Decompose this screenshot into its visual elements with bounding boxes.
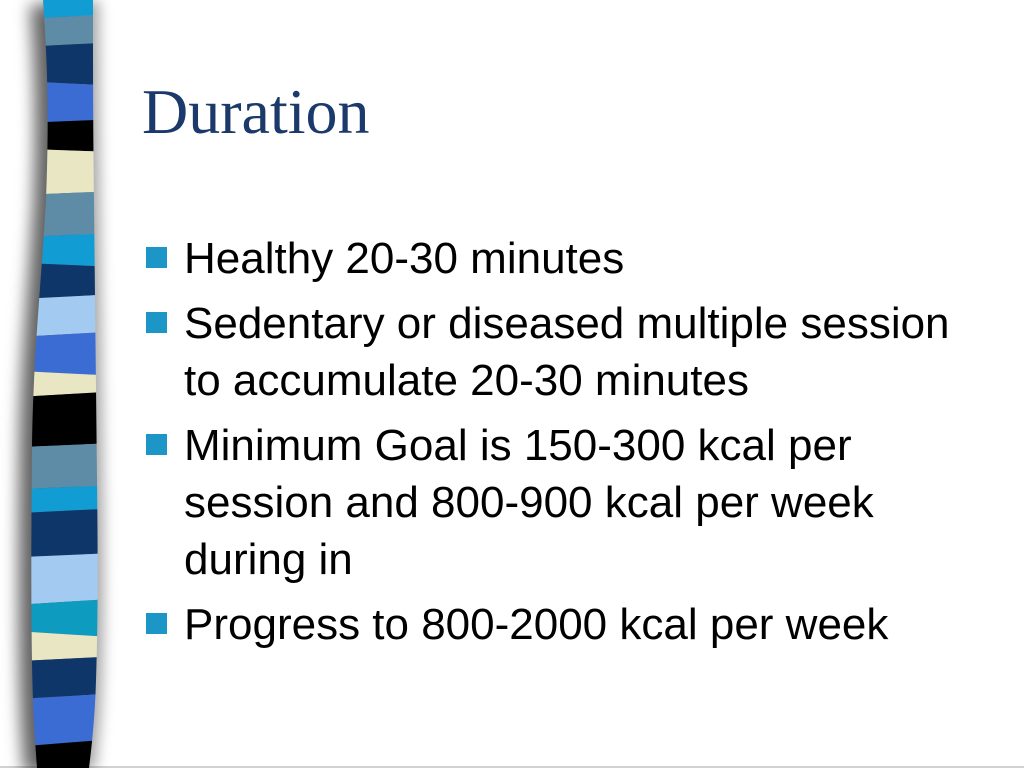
bullet-square-icon (146, 247, 167, 268)
bullet-line: during in (184, 535, 353, 584)
bullet-item: Healthy 20-30 minutes (146, 230, 1004, 287)
slide-bottom-edge (0, 766, 1024, 768)
bullet-square-icon (146, 434, 167, 455)
ribbon-graphic (31, 0, 98, 768)
bullet-list: Healthy 20-30 minutes Sedentary or disea… (146, 230, 1004, 661)
bullet-line: Progress to 800-2000 kcal per week (184, 600, 889, 649)
bullet-text: Progress to 800-2000 kcal per week (184, 596, 888, 653)
bullet-item: Sedentary or diseased multiple session t… (146, 295, 1004, 409)
decorative-ribbon (0, 0, 140, 768)
bullet-line: to accumulate 20-30 minutes (184, 356, 749, 405)
bullet-line: Sedentary or diseased multiple session (184, 299, 950, 348)
slide-title: Duration (142, 76, 370, 147)
bullet-square-icon (146, 312, 167, 333)
bullet-text: Sedentary or diseased multiple session t… (184, 295, 950, 409)
bullet-text: Healthy 20-30 minutes (184, 230, 624, 287)
bullet-line: Healthy 20-30 minutes (184, 234, 625, 283)
bullet-text: Minimum Goal is 150-300 kcal per session… (184, 417, 874, 588)
bullet-line: session and 800-900 kcal per week (184, 478, 874, 527)
bullet-line: Minimum Goal is 150-300 kcal per (184, 421, 852, 470)
bullet-item: Progress to 800-2000 kcal per week (146, 596, 1004, 653)
bullet-item: Minimum Goal is 150-300 kcal per session… (146, 417, 1004, 588)
bullet-square-icon (146, 613, 167, 634)
